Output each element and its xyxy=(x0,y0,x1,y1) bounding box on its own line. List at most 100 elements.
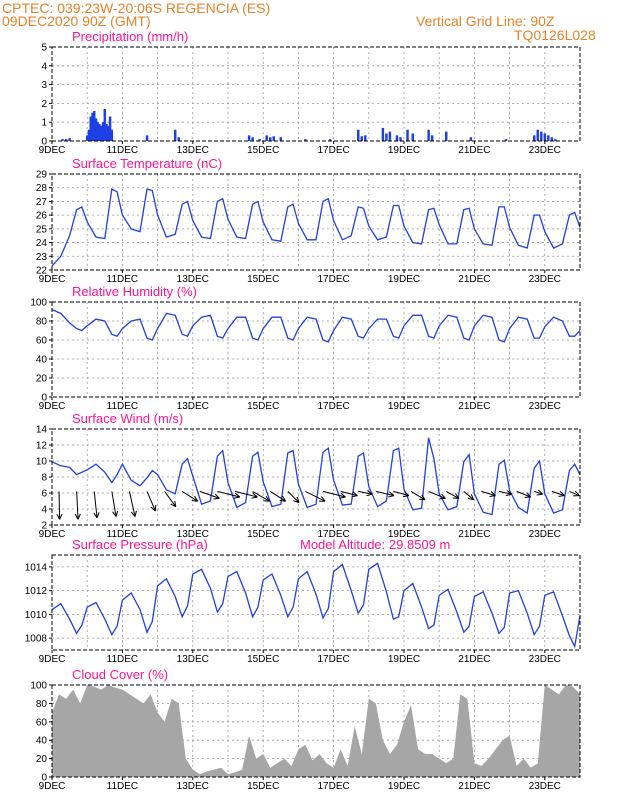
cloud-cover-area xyxy=(52,685,580,777)
precipitation-bar xyxy=(101,122,105,141)
precipitation-y-tick-label: 0 xyxy=(41,137,47,148)
precipitation-x-tick-label: 21DEC xyxy=(458,145,490,156)
precipitation-bar xyxy=(543,133,547,141)
forecast-start-time: 09DEC2020 90Z (GMT) xyxy=(2,13,151,29)
wind-y-tick-label: 10 xyxy=(36,457,48,468)
humidity-x-tick-label: 23DEC xyxy=(529,401,561,412)
humidity-x-tick-label: 13DEC xyxy=(177,401,209,412)
precipitation-bar xyxy=(145,135,149,141)
wind-y-tick-label: 14 xyxy=(36,425,48,436)
wind-x-tick-label: 17DEC xyxy=(317,529,349,540)
cloud-cover-x-tick-label: 19DEC xyxy=(388,781,420,792)
humidity-y-tick-label: 80 xyxy=(36,317,48,328)
wind-x-tick-label: 19DEC xyxy=(388,529,420,540)
precipitation-bar xyxy=(381,127,385,141)
temperature-y-tick-label: 24 xyxy=(36,238,48,249)
precipitation-bar xyxy=(547,135,550,141)
station-header: CPTEC: 039:23W-20:06S REGENCIA (ES) xyxy=(2,0,271,16)
cloud-cover-y-tick-label: 100 xyxy=(30,681,47,692)
wind-x-tick-label: 21DEC xyxy=(458,529,490,540)
pressure-x-tick-label: 9DEC xyxy=(39,654,66,665)
wind-vector-arrow xyxy=(181,490,199,502)
pressure-frame xyxy=(51,554,581,651)
precipitation-bar xyxy=(87,129,91,141)
precipitation-bar xyxy=(469,137,473,141)
vertical-grid-note: Vertical Grid Line: 90Z xyxy=(416,13,555,29)
wind-y-tick-label: 2 xyxy=(41,521,47,532)
wind-x-tick-label: 9DEC xyxy=(39,529,66,540)
temperature-y-tick-label: 25 xyxy=(36,224,48,235)
cloud-cover-y-tick-label: 80 xyxy=(36,699,48,710)
temperature-x-tick-label: 13DEC xyxy=(177,274,209,285)
humidity-line xyxy=(51,309,581,343)
precipitation-bar xyxy=(504,139,508,141)
humidity-y-tick-label: 20 xyxy=(36,374,48,385)
temperature-y-tick-label: 22 xyxy=(36,266,48,277)
pressure-x-tick-label: 21DEC xyxy=(458,654,490,665)
wind-vector-arrow xyxy=(269,490,287,502)
pressure-title: Surface Pressure (hPa) xyxy=(72,537,208,552)
pressure-y-tick-label: 1010 xyxy=(25,610,48,621)
wind-vector-arrow xyxy=(358,490,373,497)
precipitation-bar xyxy=(85,135,89,141)
pressure-x-tick-label: 19DEC xyxy=(388,654,420,665)
precipitation-y-tick-label: 3 xyxy=(41,80,47,91)
precipitation-bar xyxy=(304,139,307,141)
humidity-y-tick-label: 0 xyxy=(41,393,47,404)
humidity-frame xyxy=(51,301,581,398)
wind-title: Surface Wind (m/s) xyxy=(72,411,183,426)
precipitation-bar xyxy=(430,135,434,141)
wind-vector-arrow xyxy=(569,490,580,497)
temperature-y-tick-label: 27 xyxy=(36,197,48,208)
precipitation-y-tick-label: 1 xyxy=(41,118,47,129)
cloud-cover-y-tick-label: 40 xyxy=(36,736,48,747)
wind-panel: 2 4 6 8 10 12 14 9DEC 11DEC 13DEC 15DEC 17DEC 19DEC 2… xyxy=(36,411,581,540)
wind-vector-arrow xyxy=(516,490,532,498)
pressure-x-tick-label: 11DEC xyxy=(107,654,139,665)
wind-vector-arrow xyxy=(498,490,512,497)
cloud-cover-y-tick-label: 20 xyxy=(36,754,48,765)
humidity-title: Relative Humidity (%) xyxy=(72,284,197,299)
precipitation-bar xyxy=(411,133,415,141)
wind-vector-arrow xyxy=(56,491,63,520)
precipitation-bar xyxy=(550,137,554,141)
precipitation-bar xyxy=(107,125,110,141)
wind-vector-arrow xyxy=(534,489,543,496)
humidity-y-tick-label: 100 xyxy=(30,298,47,309)
precipitation-bar xyxy=(385,133,388,141)
cloud-cover-x-tick-label: 11DEC xyxy=(107,781,139,792)
precipitation-bar xyxy=(554,139,557,141)
precipitation-panel: 0 1 2 3 4 5 9DEC 11DEC 13DEC 15DEC 17DEC 19DEC 21DEC… xyxy=(39,29,581,156)
temperature-panel: 22 23 24 25 26 27 28 29 9DEC 11DEC 13DEC 15DEC 17DEC… xyxy=(36,156,581,285)
precipitation-bar xyxy=(399,137,402,141)
wind-vector-arrow xyxy=(322,490,346,499)
precipitation-bar xyxy=(110,129,114,141)
precipitation-bar xyxy=(388,131,392,141)
pressure-x-tick-label: 15DEC xyxy=(247,654,279,665)
temperature-x-tick-label: 23DEC xyxy=(529,274,561,285)
humidity-x-tick-label: 17DEC xyxy=(317,401,349,412)
wind-vector-arrow xyxy=(217,490,241,499)
model-altitude-note: Model Altitude: 29.8509 m xyxy=(300,537,450,552)
humidity-x-tick-label: 15DEC xyxy=(247,401,279,412)
temperature-y-tick-label: 29 xyxy=(36,170,48,181)
wind-vector-arrow xyxy=(393,490,410,498)
precipitation-bar xyxy=(247,135,251,141)
precipitation-y-tick-label: 4 xyxy=(41,61,47,72)
temperature-x-tick-label: 19DEC xyxy=(388,274,420,285)
precipitation-bar xyxy=(364,135,367,141)
temperature-y-tick-label: 23 xyxy=(36,252,48,263)
wind-vector-arrow xyxy=(428,490,446,500)
wind-line xyxy=(51,437,581,516)
model-run-code: TQ0126L028 xyxy=(514,27,596,43)
precipitation-bar xyxy=(272,136,275,141)
precipitation-x-tick-label: 13DEC xyxy=(177,145,209,156)
wind-vector-arrow xyxy=(164,491,177,508)
pressure-panel: 1008 1010 1012 1014 9DEC 11DEC 13DEC 15DEC 17DEC… xyxy=(25,537,581,665)
precipitation-x-tick-label: 11DEC xyxy=(107,145,139,156)
precipitation-bar xyxy=(177,137,180,141)
temperature-x-tick-label: 9DEC xyxy=(39,274,66,285)
precipitation-x-tick-label: 23DEC xyxy=(529,145,561,156)
